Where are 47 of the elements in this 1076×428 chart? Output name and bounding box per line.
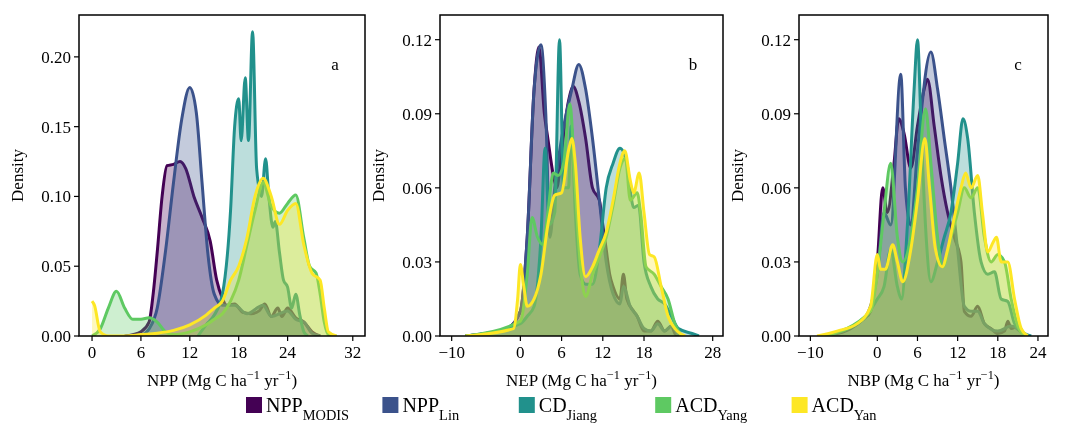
y-tick-label: 0.20	[41, 47, 71, 67]
x-axis-title: NBP (Mg C ha$^{−1}$ yr$^{−1}$)	[847, 368, 1000, 390]
legend-label: ACD$_{Yang}$	[675, 394, 748, 423]
y-tick-label: 0.12	[402, 30, 432, 50]
x-axis-title: NEP (Mg C ha$^{−1}$ yr$^{−1}$)	[505, 368, 658, 390]
y-tick-label: 0.12	[761, 30, 791, 50]
x-tick-label: −10	[797, 343, 824, 362]
x-tick-label: 12	[949, 343, 967, 362]
legend-label: NPP$_{MODIS}$	[266, 394, 350, 423]
x-tick-label: 28	[704, 343, 722, 362]
x-tick-label: 0	[516, 343, 525, 362]
y-tick-label: 0.03	[402, 252, 432, 272]
y-tick-label: 0.00	[761, 326, 791, 346]
y-tick-label: 0.10	[41, 187, 71, 207]
legend-label: CD$_{Jiang}$	[538, 394, 597, 423]
x-tick-label: 32	[344, 343, 362, 362]
y-tick-label: 0.09	[761, 104, 791, 124]
x-tick-label: 12	[594, 343, 612, 362]
annotation: a	[331, 55, 340, 74]
annotation: b	[688, 55, 698, 74]
annotation: c	[1014, 55, 1023, 74]
x-axis-title: NPP (Mg C ha$^{−1}$ yr$^{−1}$)	[146, 368, 298, 390]
y-tick-label: 0.09	[402, 104, 432, 124]
y-tick-label: 0.06	[761, 178, 791, 198]
x-tick-label: 18	[635, 343, 653, 362]
y-axis-title: Density	[728, 148, 747, 202]
x-tick-label: 18	[989, 343, 1007, 362]
legend-label: ACD$_{Yan}$	[811, 394, 877, 423]
x-tick-label: 12	[181, 343, 199, 362]
x-tick-label: 0	[87, 343, 97, 362]
y-tick-label: 0.00	[41, 326, 71, 346]
x-tick-label: 24	[279, 343, 297, 362]
x-tick-label: 24	[1029, 343, 1047, 362]
y-tick-label: 0.05	[41, 257, 71, 277]
y-tick-label: 0.00	[402, 326, 432, 346]
y-tick-label: 0.06	[402, 178, 432, 198]
x-tick-label: 6	[136, 343, 146, 362]
x-tick-label: 18	[230, 343, 248, 362]
x-tick-label: −10	[438, 343, 465, 362]
legend-label: NPP$_{Lin}$	[402, 394, 460, 423]
x-tick-label: 0	[873, 343, 882, 362]
y-tick-label: 0.15	[41, 117, 71, 137]
x-tick-label: 6	[913, 343, 922, 362]
x-tick-label: 6	[557, 343, 566, 362]
y-axis-title: Density	[8, 148, 27, 202]
y-axis-title: Density	[369, 148, 388, 202]
y-tick-label: 0.03	[761, 252, 791, 272]
